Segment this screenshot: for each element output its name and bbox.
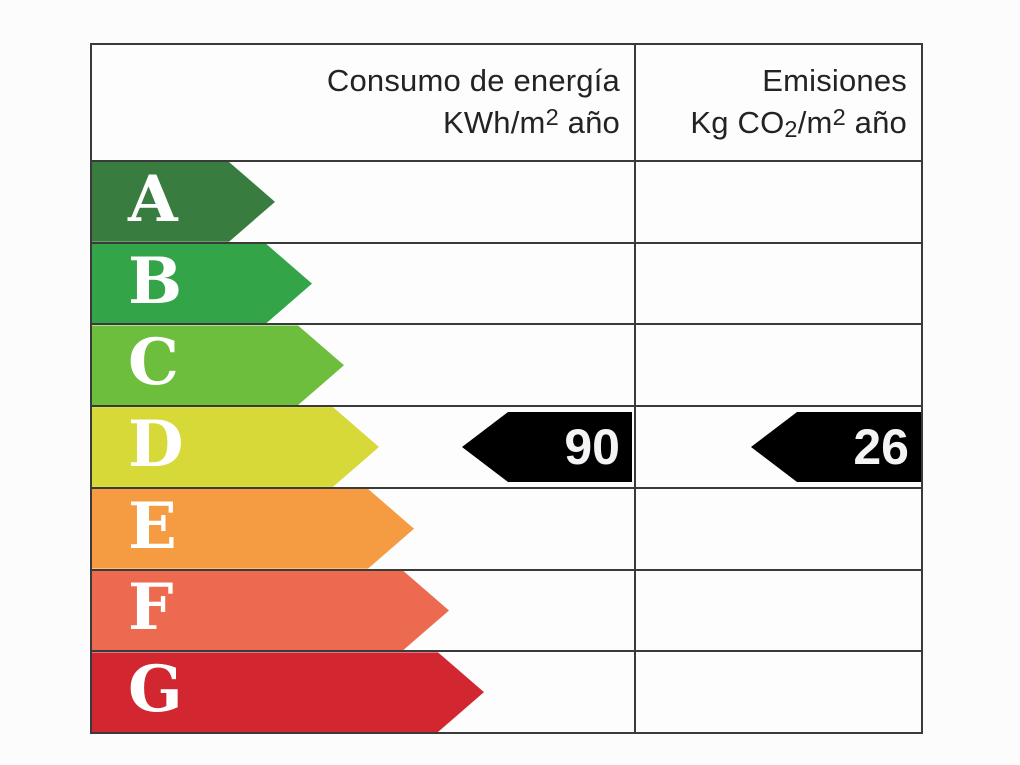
emissions-cell-c — [634, 325, 921, 406]
rating-letter-b: B — [128, 243, 183, 319]
unit-suffix: año — [558, 104, 620, 140]
header-consumption-units: KWh/m2 año — [443, 102, 620, 146]
rating-arrow-g: G — [92, 652, 484, 732]
emissions-cell-b — [634, 243, 921, 324]
rating-row-a: A — [92, 160, 921, 242]
rating-table: Consumo de energía KWh/m2 año Emisiones … — [90, 43, 923, 734]
rating-arrow-e: E — [92, 489, 414, 569]
unit-co: Kg CO — [690, 104, 785, 140]
header-consumption-title: Consumo de energía — [326, 62, 620, 98]
unit-exponent: 2 — [832, 104, 846, 131]
consumption-cell-c: C — [92, 325, 634, 405]
emissions-cell-f — [634, 570, 921, 651]
rating-letter-d: D — [128, 407, 184, 483]
rating-row-c: C — [92, 323, 921, 406]
consumption-value-pointer: 90 — [462, 412, 632, 483]
unit-exponent: 2 — [545, 104, 559, 131]
emissions-value-pointer: 26 — [751, 412, 921, 483]
unit-suffix: año — [845, 104, 907, 140]
consumption-cell-g: G — [92, 652, 634, 732]
header-emissions-units: Kg CO2/m2 año — [690, 102, 907, 146]
header-emissions: Emisiones Kg CO2/m2 año — [634, 45, 921, 160]
consumption-cell-a: A — [92, 162, 634, 242]
rating-letter-e: E — [128, 488, 177, 564]
rating-arrow-d: D — [92, 407, 379, 487]
emissions-cell-a — [634, 162, 921, 242]
rating-letter-c: C — [128, 325, 179, 401]
rating-letter-g: G — [128, 652, 183, 728]
unit-base: KWh/m — [442, 104, 546, 140]
rating-arrow-f: F — [92, 571, 449, 651]
emissions-value: 26 — [853, 419, 909, 476]
rating-row-e: E — [92, 486, 921, 569]
table-header: Consumo de energía KWh/m2 año Emisiones … — [92, 45, 921, 160]
consumption-cell-b: B — [92, 244, 634, 324]
unit-subscript: 2 — [784, 115, 798, 142]
unit-per-m: /m — [797, 104, 833, 140]
emissions-cell-g — [634, 652, 921, 733]
header-emissions-title: Emisiones — [762, 62, 907, 98]
rating-arrow-c: C — [92, 325, 344, 405]
rating-row-f: F — [92, 568, 921, 651]
consumption-cell-f: F — [92, 571, 634, 651]
rating-arrow-b: B — [92, 244, 312, 324]
header-consumption: Consumo de energía KWh/m2 año — [92, 45, 634, 160]
rating-arrow-a: A — [92, 162, 275, 242]
rating-letter-f: F — [128, 570, 174, 646]
rating-row-g: G — [92, 650, 921, 733]
emissions-cell-e — [634, 488, 921, 569]
emissions-cell-d: 26 — [634, 407, 921, 487]
rating-row-d: D 90 26 — [92, 405, 921, 487]
rating-letter-a: A — [128, 161, 178, 237]
consumption-cell-d: D 90 — [92, 407, 634, 487]
rating-row-b: B — [92, 241, 921, 324]
consumption-value: 90 — [564, 419, 620, 476]
consumption-cell-e: E — [92, 489, 634, 569]
